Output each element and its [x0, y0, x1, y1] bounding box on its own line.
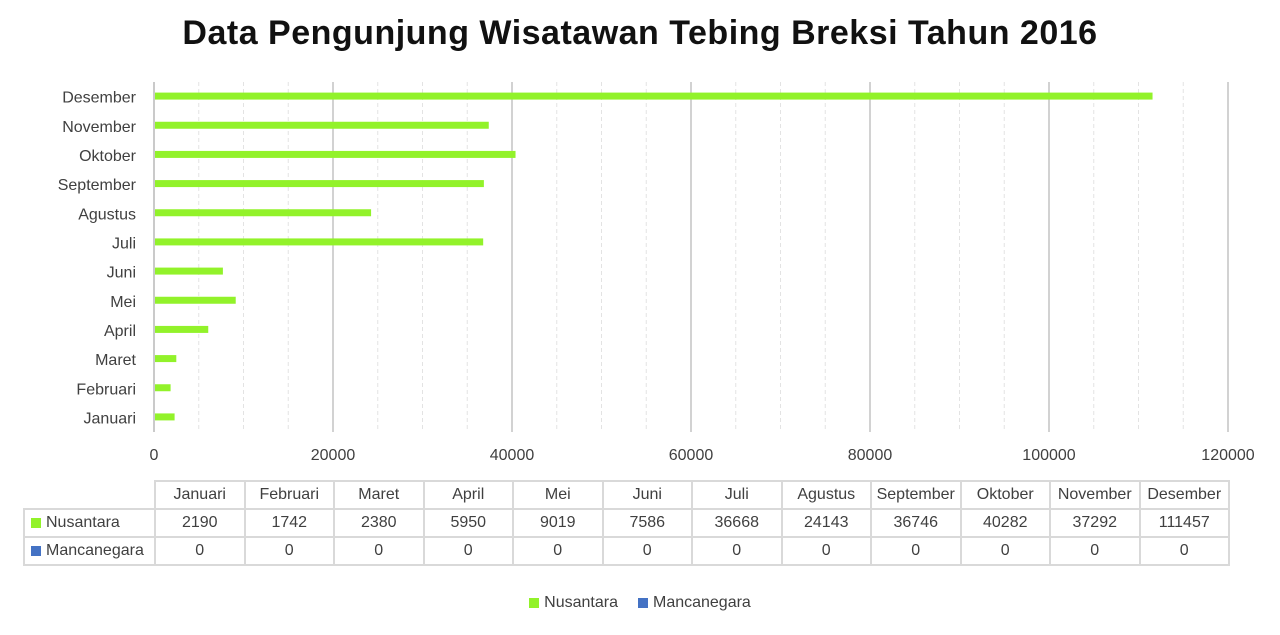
bars — [155, 92, 1153, 421]
bar-nusantara-september — [155, 180, 484, 188]
bar-nusantara-november — [155, 121, 489, 129]
legend-item: Nusantara — [529, 594, 618, 612]
table-cell: 0 — [1138, 536, 1230, 566]
table-header-cell: Mei — [512, 480, 604, 510]
table-cell: 7586 — [601, 508, 693, 538]
bar-nusantara-mei — [155, 296, 236, 304]
table-cell: 36668 — [691, 508, 783, 538]
legend-label: Nusantara — [544, 594, 618, 611]
legend-swatch — [529, 597, 540, 608]
table-cell: 5950 — [422, 508, 514, 538]
category-label: April — [104, 323, 136, 340]
category-label: Desember — [62, 90, 136, 107]
table-header-cell: Oktober — [959, 480, 1051, 510]
series-swatch — [31, 517, 41, 528]
table-cell: 0 — [512, 536, 604, 566]
table-series-label: Nusantara — [23, 508, 156, 538]
table-series-label: Mancanegara — [23, 536, 156, 566]
gridlines — [153, 82, 1229, 432]
table-header-cell: November — [1049, 480, 1141, 510]
category-label: Juni — [107, 265, 136, 282]
table-cell: 0 — [780, 536, 872, 566]
table-cell: 0 — [601, 536, 693, 566]
x-tick-label: 100000 — [1022, 447, 1075, 464]
bar-nusantara-juni — [155, 267, 223, 275]
series-swatch — [31, 545, 41, 556]
table-row: Nusantara 2190 1742 2380 5950 9019 7586 36668 24… — [23, 508, 1230, 538]
x-tick-label: 80000 — [848, 447, 893, 464]
series-name: Mancanegara — [46, 542, 144, 559]
table-corner — [24, 481, 156, 510]
bar-nusantara-januari — [155, 413, 175, 421]
table-header-cell: Februari — [243, 480, 335, 510]
category-label: Oktober — [79, 148, 137, 165]
legend-item: Mancanegara — [637, 594, 751, 612]
x-tick-label: 40000 — [490, 447, 535, 464]
table-header-cell: Maret — [333, 480, 425, 510]
category-label: Agustus — [78, 206, 136, 223]
table-cell: 0 — [1049, 536, 1141, 566]
table-header-cell: Desember — [1138, 480, 1230, 510]
table-cell: 36746 — [870, 508, 962, 538]
category-label: Februari — [76, 381, 136, 398]
x-tick-label: 60000 — [669, 447, 714, 464]
table-cell: 111457 — [1138, 508, 1230, 538]
chart-title: Data Pengunjung Wisatawan Tebing Breksi … — [182, 14, 1098, 52]
table-header-cell: Agustus — [780, 480, 872, 510]
table-cell: 37292 — [1049, 508, 1141, 538]
x-tick-label: 120000 — [1201, 447, 1254, 464]
category-label: September — [58, 177, 137, 194]
table-header-cell: April — [422, 480, 514, 510]
category-labels: Januari Februari Maret April Mei Juni Juli Agus… — [58, 90, 137, 428]
table-cell: 0 — [959, 536, 1051, 566]
category-label: November — [62, 119, 136, 136]
table-cell: 0 — [154, 536, 246, 566]
table-cell: 1742 — [243, 508, 335, 538]
bar-nusantara-desember — [155, 92, 1153, 100]
bar-nusantara-juli — [155, 238, 484, 246]
category-label: Maret — [95, 352, 136, 369]
bar-nusantara-oktober — [155, 150, 516, 158]
table-cell: 0 — [243, 536, 335, 566]
bar-nusantara-april — [155, 325, 209, 333]
x-tick-label: 0 — [150, 447, 159, 464]
legend: Nusantara Mancanegara — [0, 594, 1280, 612]
table-cell: 2190 — [154, 508, 246, 538]
table-header-cell: Juli — [691, 480, 783, 510]
table-cell: 0 — [691, 536, 783, 566]
legend-swatch — [637, 597, 648, 608]
data-table: Januari Februari Maret April Mei Juni Juli Agus… — [23, 480, 1230, 566]
table-cell: 40282 — [959, 508, 1051, 538]
table-cell: 9019 — [512, 508, 604, 538]
category-label: Mei — [110, 294, 136, 311]
x-tick-labels: 0 20000 40000 60000 80000 100000 120000 — [150, 447, 1255, 464]
category-label: Januari — [84, 410, 136, 427]
table-cell: 0 — [422, 536, 514, 566]
bar-nusantara-februari — [155, 384, 171, 392]
x-tick-label: 20000 — [311, 447, 356, 464]
table-row: Mancanegara 0 0 0 0 0 0 0 0 0 0 0 0 — [23, 536, 1230, 566]
bar-nusantara-maret — [155, 355, 177, 363]
table-cell: 0 — [870, 536, 962, 566]
table-cell: 24143 — [780, 508, 872, 538]
table-cell: 0 — [333, 536, 425, 566]
table-header-cell: September — [870, 480, 962, 510]
bar-nusantara-agustus — [155, 209, 372, 217]
legend-label: Mancanegara — [652, 594, 751, 611]
table-header-cell: Juni — [601, 480, 693, 510]
data-table-header: Januari Februari Maret April Mei Juni Juli Agus… — [24, 480, 1230, 510]
table-header-cell: Januari — [154, 480, 246, 510]
category-label: Juli — [112, 235, 136, 252]
bar-chart: Januari Februari Maret April Mei Juni Juli Agus… — [58, 82, 1255, 464]
table-cell: 2380 — [333, 508, 425, 538]
series-name: Nusantara — [46, 514, 120, 531]
